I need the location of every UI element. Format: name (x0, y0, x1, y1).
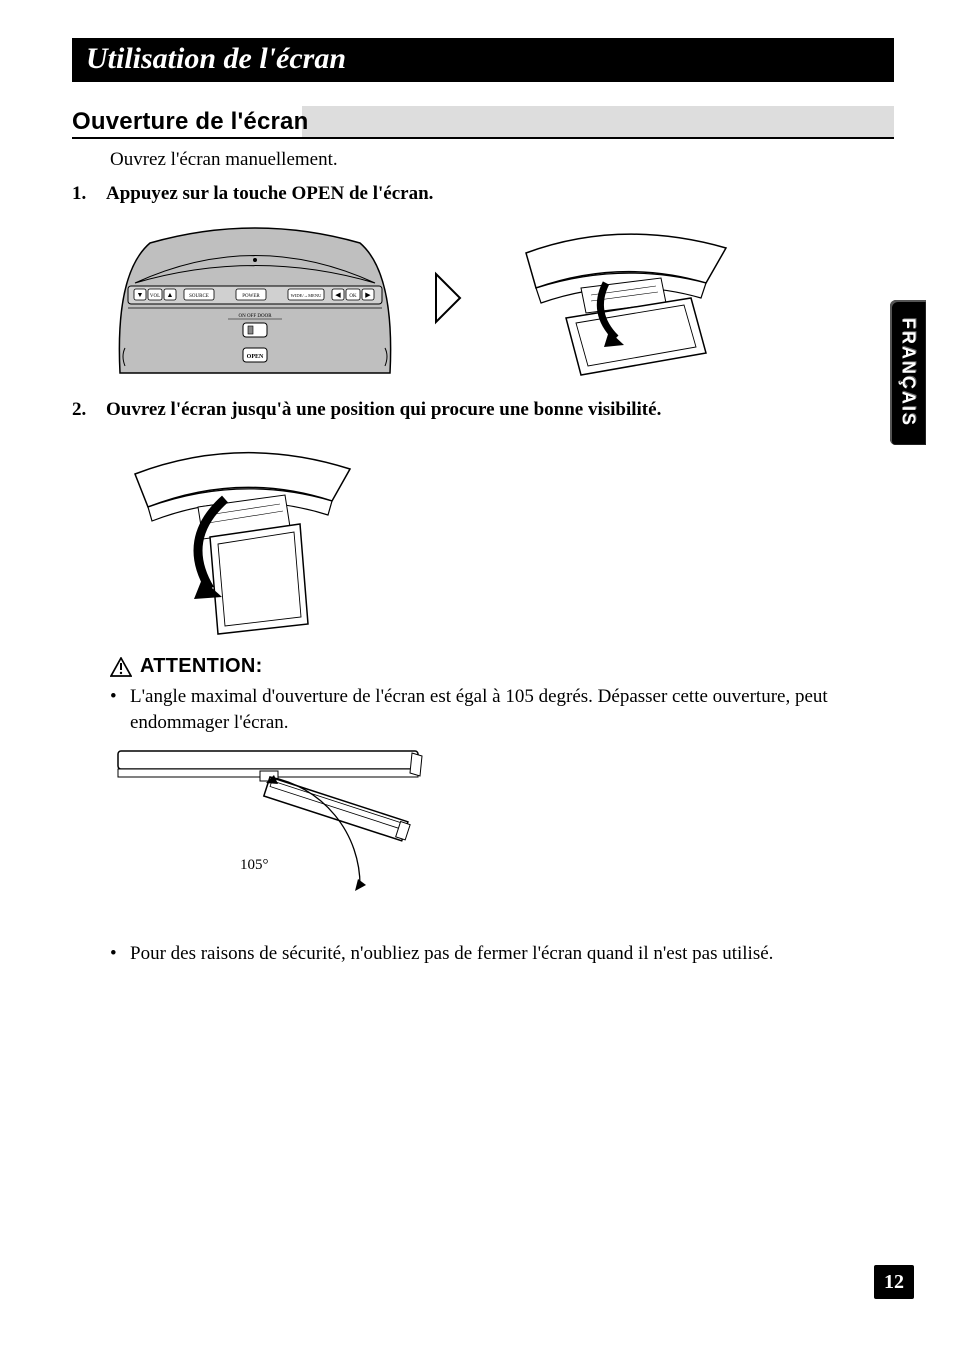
svg-text:▲: ▲ (167, 291, 174, 299)
svg-text:◀: ◀ (335, 291, 341, 299)
svg-text:▼: ▼ (137, 291, 144, 299)
attention-item-2-text: Pour des raisons de sécurité, n'oubliez … (130, 941, 773, 967)
language-tab: FRANÇAIS (890, 300, 926, 445)
figure-row-2 (110, 429, 894, 639)
attention-row: ATTENTION: (110, 655, 894, 678)
page-number: 12 (874, 1265, 914, 1299)
figure-console-panel: ▼ VOL ▲ SOURCE POWER WIDE/→MENU ◀ OK ▶ O… (110, 218, 400, 378)
svg-text:ON OFF DOOR: ON OFF DOOR (238, 314, 272, 319)
attention-label: ATTENTION: (140, 655, 263, 678)
figure-row-1: ▼ VOL ▲ SOURCE POWER WIDE/→MENU ◀ OK ▶ O… (110, 213, 894, 383)
section-heading: Ouverture de l'écran (72, 108, 308, 135)
warning-icon (110, 657, 132, 677)
figure-screen-open-full (110, 429, 370, 639)
step-1-number: 1. (72, 183, 96, 205)
bullet-dot: • (110, 941, 122, 967)
step-2-number: 2. (72, 399, 96, 421)
language-tab-label: FRANÇAIS (898, 318, 919, 427)
step-2-text: Ouvrez l'écran jusqu'à une position qui … (106, 399, 661, 421)
attention-item-1: • L'angle maximal d'ouverture de l'écran… (110, 684, 894, 735)
step-1: 1. Appuyez sur la touche OPEN de l'écran… (72, 183, 894, 205)
attention-item-2: • Pour des raisons de sécurité, n'oublie… (110, 941, 894, 967)
attention-item-1-text: L'angle maximal d'ouverture de l'écran e… (130, 684, 894, 735)
step-2: 2. Ouvrez l'écran jusqu'à une position q… (72, 399, 894, 421)
chapter-title-bar: Utilisation de l'écran (72, 38, 894, 82)
svg-text:POWER: POWER (242, 294, 260, 299)
svg-text:OK: OK (349, 294, 357, 299)
page-number-text: 12 (884, 1271, 904, 1294)
section-heading-row: Ouverture de l'écran (72, 106, 894, 139)
svg-text:OPEN: OPEN (247, 354, 264, 360)
attention-list: • L'angle maximal d'ouverture de l'écran… (110, 684, 894, 735)
figure-screen-opening (496, 213, 746, 383)
step-1-text: Appuyez sur la touche OPEN de l'écran. (106, 183, 433, 205)
bullet-dot: • (110, 684, 122, 735)
attention-list-2: • Pour des raisons de sécurité, n'oublie… (110, 941, 894, 967)
svg-text:▶: ▶ (365, 291, 371, 299)
svg-text:SOURCE: SOURCE (189, 294, 209, 299)
arrow-icon (430, 268, 466, 328)
svg-text:WIDE/→MENU: WIDE/→MENU (291, 293, 322, 298)
chapter-title: Utilisation de l'écran (86, 42, 346, 75)
intro-text: Ouvrez l'écran manuellement. (110, 149, 894, 171)
svg-text:105°: 105° (240, 857, 269, 873)
figure-angle: 105° (110, 741, 894, 931)
svg-text:VOL: VOL (150, 294, 160, 299)
